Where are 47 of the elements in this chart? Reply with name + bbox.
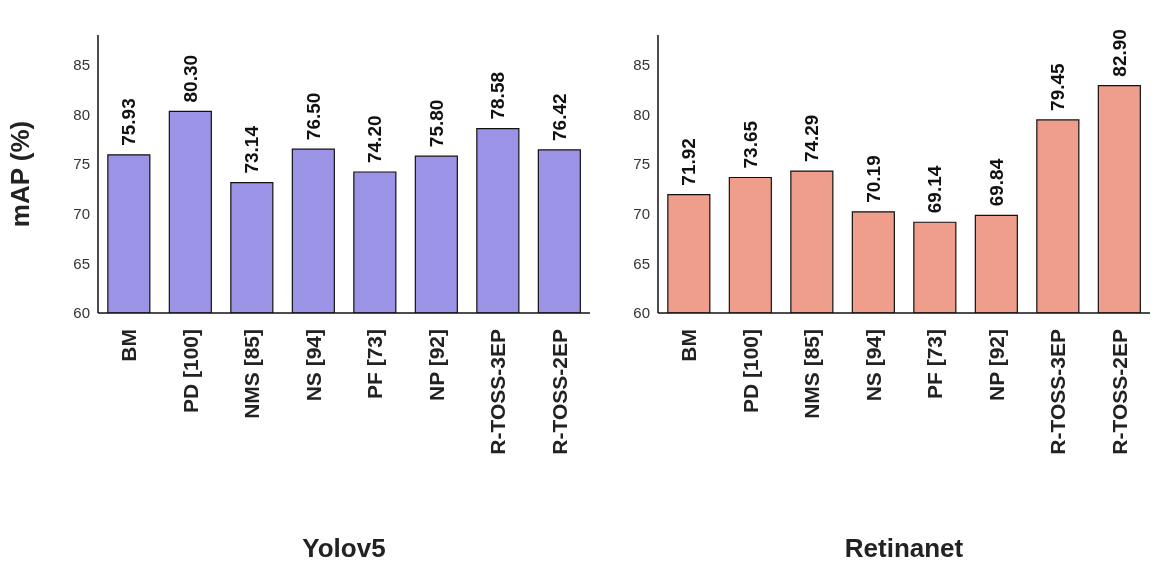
y-tick-label: 85: [73, 56, 90, 74]
data-label: 75.93: [118, 98, 140, 146]
x-tick-label: PF [73]: [923, 329, 947, 400]
y-tick-label: 70: [73, 205, 90, 223]
x-tick-label: R-TOSS-3EP: [486, 329, 510, 455]
x-axis-title: Yolov5: [302, 533, 386, 563]
y-tick-label: 65: [633, 254, 650, 272]
data-label: 74.29: [801, 114, 823, 163]
x-tick-label: NP [92]: [424, 329, 448, 401]
x-tick-label: NMS [85]: [240, 329, 264, 419]
y-axis-title: mAP (%): [5, 120, 36, 228]
data-label: 82.90: [1108, 29, 1130, 77]
y-tick-label: 85: [633, 56, 650, 74]
x-tick-label: R-TOSS-3EP: [1046, 329, 1070, 455]
x-tick-label: PD [100]: [178, 329, 202, 414]
x-tick-label: PD [100]: [738, 329, 762, 414]
x-tick-label: R-TOSS-2EP: [1107, 329, 1131, 455]
x-tick-label: BM: [117, 329, 141, 362]
data-label: 79.45: [1047, 62, 1069, 111]
y-tick-label: 80: [633, 105, 650, 123]
y-tick-label: 75: [73, 155, 90, 173]
x-tick-label: BM: [677, 329, 701, 362]
data-label: 74.20: [364, 115, 386, 164]
data-label: 71.92: [678, 138, 700, 186]
data-label: 78.58: [487, 71, 509, 120]
x-tick-label: NP [92]: [984, 329, 1008, 401]
x-tick-label: R-TOSS-2EP: [547, 329, 571, 455]
y-tick-label: 60: [73, 304, 90, 322]
x-tick-label: NS [94]: [301, 329, 325, 402]
data-label: 76.50: [302, 92, 324, 141]
data-label: 69.84: [985, 158, 1007, 207]
y-tick-label: 75: [633, 155, 650, 173]
data-label: 80.30: [179, 54, 201, 103]
y-tick-label: 65: [73, 254, 90, 272]
data-label: 75.80: [425, 99, 447, 148]
data-label: 69.14: [924, 165, 946, 214]
data-label: 70.19: [862, 155, 884, 203]
y-tick-label: 70: [633, 205, 650, 223]
y-tick-label: 80: [73, 105, 90, 123]
data-label: 73.65: [739, 120, 761, 169]
x-tick-label: NMS [85]: [800, 329, 824, 419]
x-axis-title: Retinanet: [844, 533, 964, 563]
data-label: 73.14: [241, 125, 263, 174]
x-tick-label: NS [94]: [861, 329, 885, 402]
x-tick-label: PF [73]: [363, 329, 387, 400]
data-label: 76.42: [548, 93, 570, 141]
y-tick-label: 60: [633, 304, 650, 322]
